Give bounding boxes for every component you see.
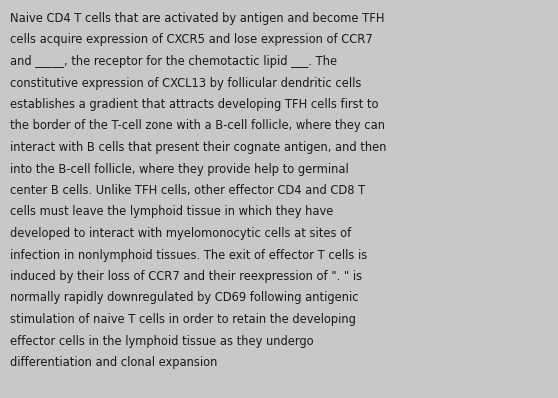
Text: stimulation of naive T cells in order to retain the developing: stimulation of naive T cells in order to… bbox=[10, 313, 356, 326]
Text: infection in nonlymphoid tissues. The exit of effector T cells is: infection in nonlymphoid tissues. The ex… bbox=[10, 248, 367, 261]
Text: developed to interact with myelomonocytic cells at sites of: developed to interact with myelomonocyti… bbox=[10, 227, 351, 240]
Text: normally rapidly downregulated by CD69 following antigenic: normally rapidly downregulated by CD69 f… bbox=[10, 291, 359, 304]
Text: differentiation and clonal expansion: differentiation and clonal expansion bbox=[10, 356, 218, 369]
Text: interact with B cells that present their cognate antigen, and then: interact with B cells that present their… bbox=[10, 141, 387, 154]
Text: into the B-cell follicle, where they provide help to germinal: into the B-cell follicle, where they pro… bbox=[10, 162, 349, 176]
Text: center B cells. Unlike TFH cells, other effector CD4 and CD8 T: center B cells. Unlike TFH cells, other … bbox=[10, 184, 365, 197]
Text: effector cells in the lymphoid tissue as they undergo: effector cells in the lymphoid tissue as… bbox=[10, 334, 314, 347]
Text: cells must leave the lymphoid tissue in which they have: cells must leave the lymphoid tissue in … bbox=[10, 205, 333, 219]
Text: Naive CD4 T cells that are activated by antigen and become TFH: Naive CD4 T cells that are activated by … bbox=[10, 12, 384, 25]
Text: and _____, the receptor for the chemotactic lipid ___. The: and _____, the receptor for the chemotac… bbox=[10, 55, 337, 68]
Text: cells acquire expression of CXCR5 and lose expression of CCR7: cells acquire expression of CXCR5 and lo… bbox=[10, 33, 373, 47]
Text: the border of the T-cell zone with a B-cell follicle, where they can: the border of the T-cell zone with a B-c… bbox=[10, 119, 385, 133]
Text: establishes a gradient that attracts developing TFH cells first to: establishes a gradient that attracts dev… bbox=[10, 98, 378, 111]
Text: constitutive expression of CXCL13 by follicular dendritic cells: constitutive expression of CXCL13 by fol… bbox=[10, 76, 362, 90]
Text: induced by their loss of CCR7 and their reexpression of ". " is: induced by their loss of CCR7 and their … bbox=[10, 270, 362, 283]
